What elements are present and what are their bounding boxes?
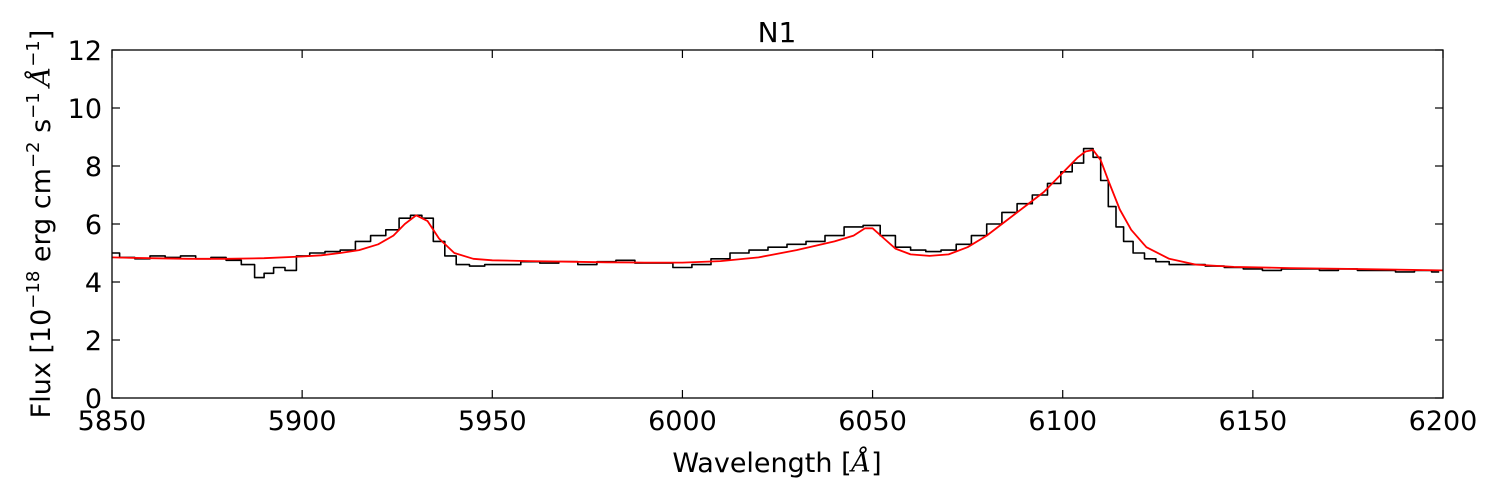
y-tick-label: 10	[68, 94, 102, 125]
y-label-mid1: erg cm	[26, 168, 57, 271]
y-label-exp3: −1	[23, 92, 44, 119]
x-tick-label: 6100	[1028, 406, 1097, 437]
y-label-close: ]	[26, 30, 57, 41]
y-tick-label: 8	[85, 152, 102, 183]
chart-title: N1	[758, 16, 797, 49]
x-axis-label-close: ]	[871, 448, 882, 479]
y-label-exp2: −2	[23, 141, 44, 168]
x-tick-label: 5850	[78, 406, 147, 437]
y-tick-label: 4	[85, 268, 102, 299]
y-label-prefix: Flux [10	[26, 309, 57, 419]
y-tick-label: 6	[85, 210, 102, 241]
y-label-exp1: −18	[23, 271, 44, 309]
x-tick-label: 6050	[838, 406, 907, 437]
x-axis-label-text: Wavelength [	[672, 448, 851, 479]
y-label-unit: Å	[24, 67, 57, 90]
model-fit-line	[112, 149, 1443, 272]
x-tick-label: 6150	[1218, 406, 1287, 437]
y-tick-label: 2	[85, 326, 102, 357]
x-tick-label: 6200	[1409, 406, 1478, 437]
y-label-mid2: s	[26, 119, 57, 142]
y-tick-label: 12	[68, 36, 102, 67]
x-axis-label-unit: Å	[849, 446, 872, 479]
x-tick-label: 6000	[648, 406, 717, 437]
y-label-exp4: −1	[23, 40, 44, 67]
y-axis-label: Flux [10−18 erg cm−2 s−1Å−1]	[23, 30, 57, 419]
x-axis-ticks: 5850 5900 5950 6000 6050 6100 6150 6200	[78, 50, 1478, 437]
y-axis-ticks: 0 2 4 6 8 10 12	[68, 36, 1443, 415]
x-tick-label: 5950	[458, 406, 527, 437]
x-tick-label: 5900	[268, 406, 337, 437]
x-axis-label: Wavelength [Å]	[672, 446, 881, 479]
series-layer	[112, 147, 1443, 279]
y-tick-label: 0	[85, 384, 102, 415]
